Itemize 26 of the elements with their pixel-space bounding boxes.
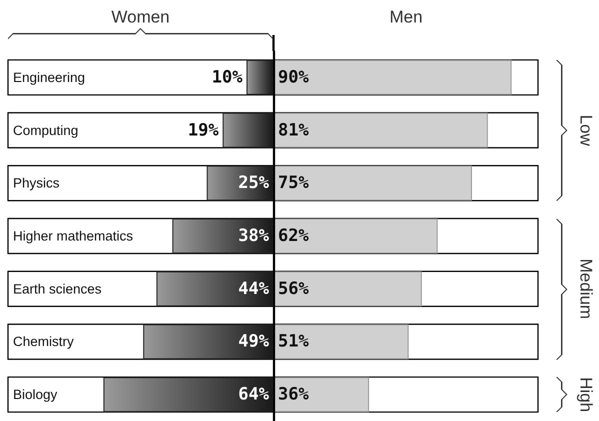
text: Medium [576, 258, 596, 320]
y-tick-label: Biology [13, 387, 58, 402]
data-label: 36% [278, 384, 310, 405]
data-label: 64% [238, 384, 270, 405]
series-label: Men [389, 8, 423, 26]
data-label: 51% [278, 332, 310, 352]
data-label: 81% [278, 120, 310, 140]
y-tick-label: Computing [13, 122, 78, 138]
data-label: 49% [238, 332, 270, 352]
data-label: 25% [238, 173, 270, 194]
text: Low [576, 114, 596, 147]
data-label: 90% [278, 67, 310, 88]
data-label: 75% [278, 173, 310, 194]
y-tick-label: Earth sciences [13, 281, 102, 296]
y-tick-label: Chemistry [13, 334, 74, 350]
text: Women [111, 8, 170, 26]
data-label: 62% [278, 226, 310, 246]
data-label: 19% [188, 120, 220, 140]
data-label: 10% [212, 67, 244, 88]
y-tick-label: Physics [13, 176, 60, 191]
y-tick-label: Engineering [13, 70, 86, 85]
data-label: 56% [278, 278, 310, 299]
data-label: 44% [238, 278, 270, 299]
data-label: 38% [238, 226, 270, 246]
text: High [576, 377, 596, 412]
y-tick-label: Higher mathematics [13, 228, 134, 244]
